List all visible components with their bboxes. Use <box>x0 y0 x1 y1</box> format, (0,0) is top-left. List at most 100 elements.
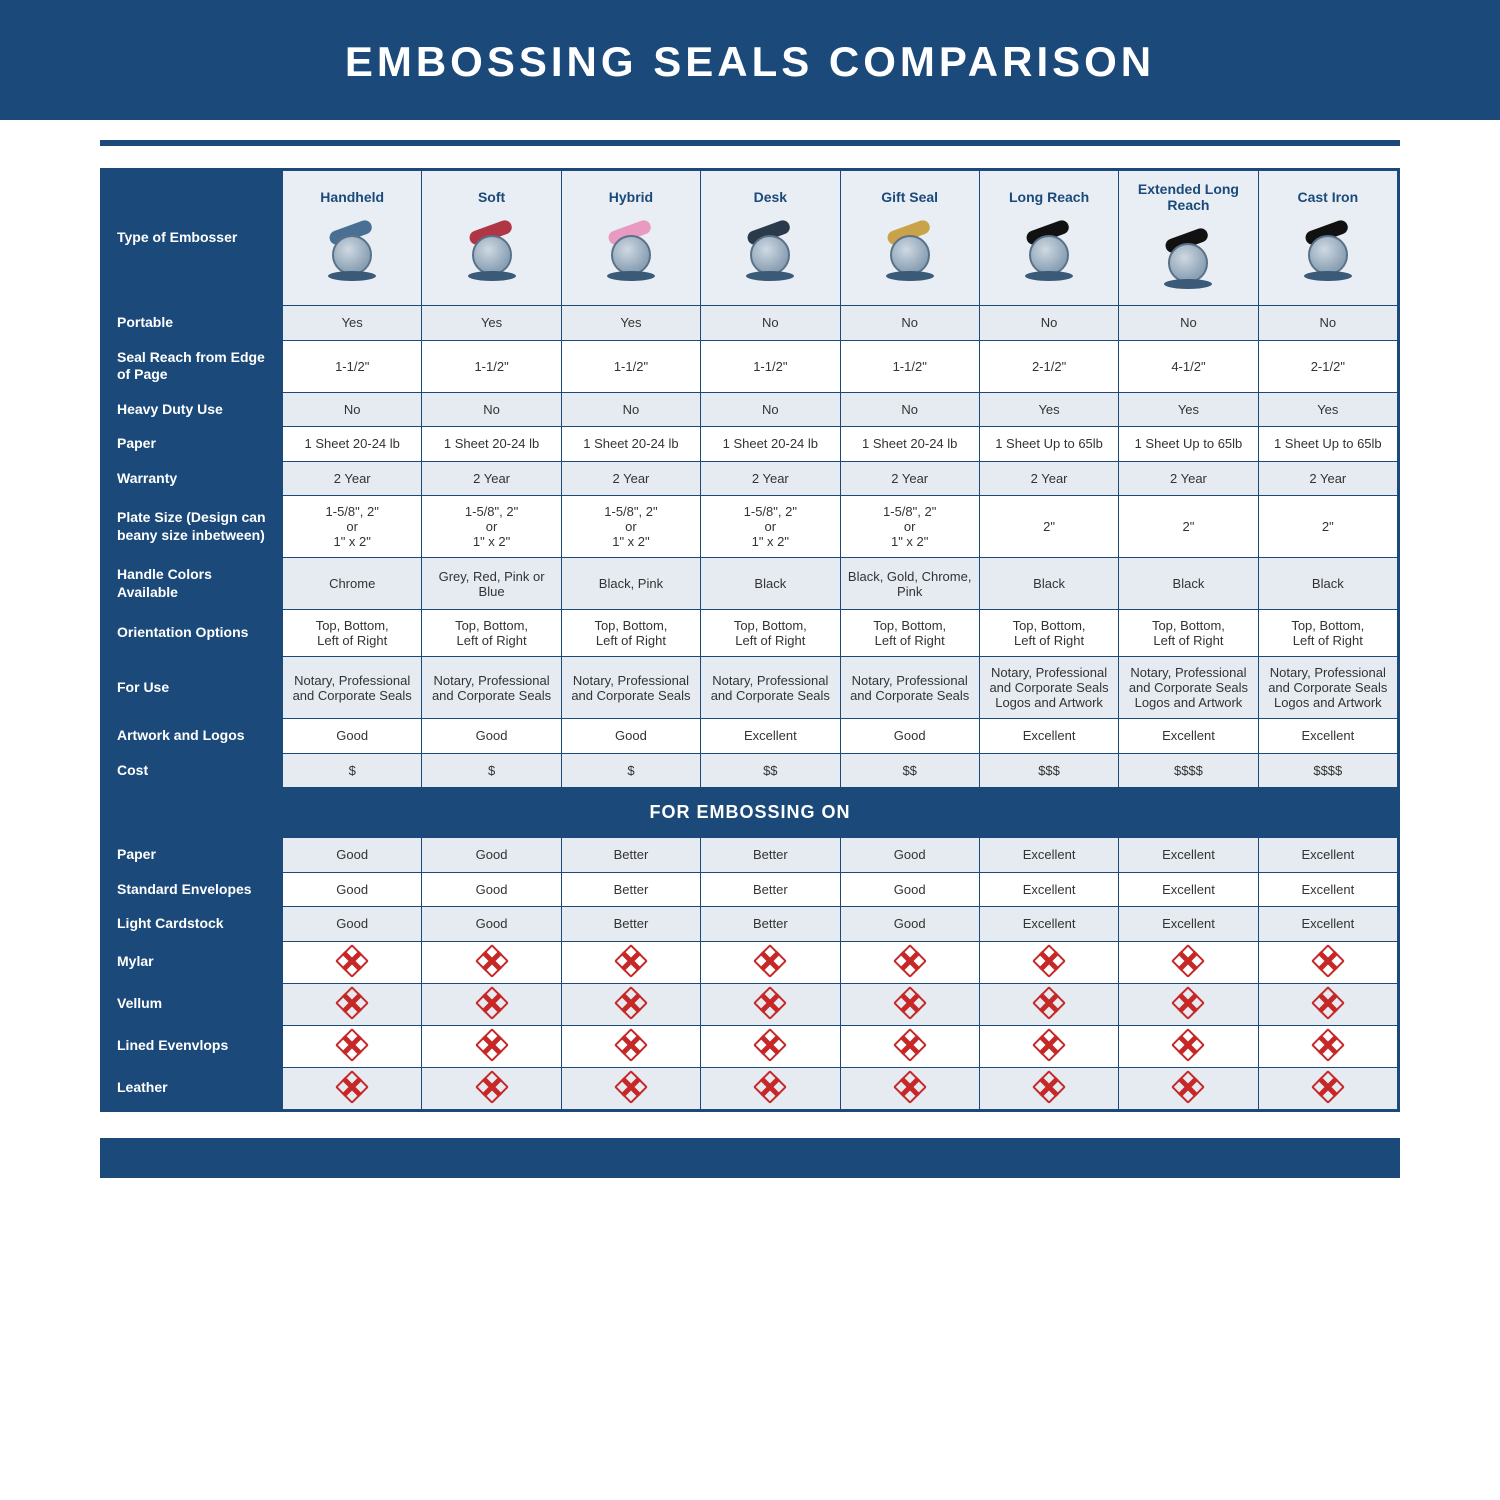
table-cell <box>283 1025 422 1067</box>
table-row: Standard EnvelopesGoodGoodBetterBetterGo… <box>103 872 1398 907</box>
table-cell: 2" <box>979 496 1118 558</box>
table-cell <box>1258 1067 1397 1109</box>
not-supported-icon <box>899 992 921 1014</box>
table-cell: Good <box>840 838 979 873</box>
table-cell <box>1119 1025 1258 1067</box>
table-row: PortableYesYesYesNoNoNoNoNo <box>103 306 1398 341</box>
table-cell: 1 Sheet Up to 65lb <box>979 427 1118 462</box>
column-head: Cast Iron <box>1258 171 1397 306</box>
table-cell: $$$ <box>979 753 1118 788</box>
not-supported-icon <box>481 950 503 972</box>
table-cell: 2-1/2" <box>1258 340 1397 392</box>
table-cell: 1-1/2" <box>701 340 840 392</box>
table-cell: Excellent <box>1258 719 1397 754</box>
column-label: Hybrid <box>568 189 694 205</box>
table-cell: $ <box>422 753 561 788</box>
table-row: Light CardstockGoodGoodBetterBetterGoodE… <box>103 907 1398 942</box>
table-cell <box>561 941 700 983</box>
column-label: Long Reach <box>986 189 1112 205</box>
embosser-icon <box>568 211 694 289</box>
table-cell: 1 Sheet Up to 65lb <box>1258 427 1397 462</box>
table-cell: Black, Pink <box>561 558 700 610</box>
not-supported-icon <box>620 950 642 972</box>
table-cell: Notary, Professional and Corporate Seals… <box>1258 657 1397 719</box>
table-cell: $$$$ <box>1119 753 1258 788</box>
table-cell <box>422 983 561 1025</box>
table-cell: Better <box>561 872 700 907</box>
table-row: PaperGoodGoodBetterBetterGoodExcellentEx… <box>103 838 1398 873</box>
not-supported-icon <box>341 950 363 972</box>
table-cell: Good <box>283 838 422 873</box>
not-supported-icon <box>1177 1076 1199 1098</box>
table-row: Seal Reach from Edge of Page1-1/2"1-1/2"… <box>103 340 1398 392</box>
column-label: Gift Seal <box>847 189 973 205</box>
table-cell: Excellent <box>979 838 1118 873</box>
row-label: Lined Evenvlops <box>103 1025 283 1067</box>
column-head: Gift Seal <box>840 171 979 306</box>
table-cell: Black <box>701 558 840 610</box>
column-head: Long Reach <box>979 171 1118 306</box>
row-label: Leather <box>103 1067 283 1109</box>
not-supported-icon <box>759 992 781 1014</box>
embosser-icon <box>707 211 833 289</box>
table-cell: $ <box>561 753 700 788</box>
column-head: Hybrid <box>561 171 700 306</box>
table-cell: Good <box>422 719 561 754</box>
table-row: Handle Colors AvailableChromeGrey, Red, … <box>103 558 1398 610</box>
not-supported-icon <box>341 1076 363 1098</box>
row-label: Warranty <box>103 461 283 496</box>
table-cell: Top, Bottom,Left of Right <box>561 610 700 657</box>
table-head-row: Type of Embosser HandheldSoftHybridDeskG… <box>103 171 1398 306</box>
table-cell: 2" <box>1258 496 1397 558</box>
title-band: EMBOSSING SEALS COMPARISON <box>0 0 1500 120</box>
table-cell: Top, Bottom,Left of Right <box>422 610 561 657</box>
table-cell: Good <box>422 872 561 907</box>
table-cell: Black <box>1119 558 1258 610</box>
table-cell: Better <box>561 838 700 873</box>
table-cell: 2-1/2" <box>979 340 1118 392</box>
table-cell: Excellent <box>1119 907 1258 942</box>
row-label: Standard Envelopes <box>103 872 283 907</box>
not-supported-icon <box>341 992 363 1014</box>
comparison-table: Type of Embosser HandheldSoftHybridDeskG… <box>102 170 1398 1110</box>
section-label: FOR EMBOSSING ON <box>103 788 1398 838</box>
table-cell: Top, Bottom,Left of Right <box>979 610 1118 657</box>
table-row: Leather <box>103 1067 1398 1109</box>
embosser-icon <box>986 211 1112 289</box>
table-cell: Black <box>979 558 1118 610</box>
table-cell: Excellent <box>701 719 840 754</box>
table-cell: Chrome <box>283 558 422 610</box>
table-cell: Good <box>422 907 561 942</box>
table-cell: Good <box>840 719 979 754</box>
column-label: Cast Iron <box>1265 189 1391 205</box>
not-supported-icon <box>899 1076 921 1098</box>
table-cell <box>561 983 700 1025</box>
column-label: Extended Long Reach <box>1125 181 1251 213</box>
row-label: Heavy Duty Use <box>103 392 283 427</box>
table-cell: 1-5/8", 2"or1" x 2" <box>561 496 700 558</box>
table-cell: 1 Sheet 20-24 lb <box>561 427 700 462</box>
table-cell: 2" <box>1119 496 1258 558</box>
table-cell: Notary, Professional and Corporate Seals <box>561 657 700 719</box>
table-cell <box>979 941 1118 983</box>
not-supported-icon <box>1317 950 1339 972</box>
table-cell: Good <box>283 719 422 754</box>
table-cell: Yes <box>1119 392 1258 427</box>
divider-top <box>100 140 1400 146</box>
table-cell: Excellent <box>1119 872 1258 907</box>
column-head: Desk <box>701 171 840 306</box>
not-supported-icon <box>1317 1034 1339 1056</box>
not-supported-icon <box>481 992 503 1014</box>
row-label: Portable <box>103 306 283 341</box>
table-cell: 1-1/2" <box>283 340 422 392</box>
table-cell: Good <box>561 719 700 754</box>
not-supported-icon <box>1317 992 1339 1014</box>
table-cell <box>840 1025 979 1067</box>
table-cell: Yes <box>1258 392 1397 427</box>
table-cell: 1 Sheet 20-24 lb <box>422 427 561 462</box>
table-cell: Yes <box>979 392 1118 427</box>
table-cell <box>840 941 979 983</box>
table-cell: Top, Bottom,Left of Right <box>840 610 979 657</box>
table-cell: Excellent <box>1119 838 1258 873</box>
not-supported-icon <box>620 1034 642 1056</box>
